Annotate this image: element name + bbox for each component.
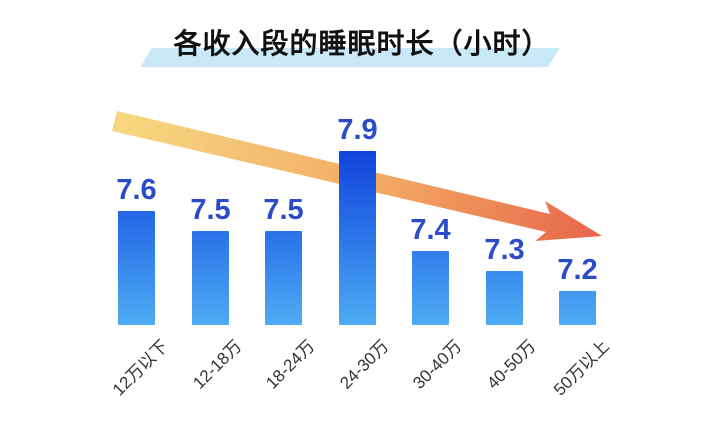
x-axis-label: 18-24万	[262, 336, 319, 393]
bar-value-label: 7.6	[116, 174, 157, 206]
bar	[486, 271, 523, 325]
x-axis-label: 30-40万	[409, 336, 466, 393]
bar	[192, 231, 229, 325]
x-axis-label: 40-50万	[483, 336, 540, 393]
bar	[339, 151, 376, 325]
bar-value-label: 7.5	[263, 194, 304, 226]
x-axis-label: 12-18万	[189, 336, 246, 393]
bar	[265, 231, 302, 325]
bar-value-label: 7.3	[484, 234, 525, 266]
bar	[118, 211, 155, 325]
bar-value-label: 7.4	[410, 214, 451, 246]
bar-value-label: 7.5	[190, 194, 231, 226]
bar	[559, 291, 596, 325]
x-axis-label: 50万以上	[549, 336, 613, 400]
x-axis-label: 12万以下	[108, 336, 172, 400]
bar	[412, 251, 449, 325]
bar-value-label: 7.2	[557, 254, 598, 286]
bar-value-label: 7.9	[337, 114, 378, 146]
chart-title: 各收入段的睡眠时长（小时）	[173, 28, 551, 59]
x-axis-label: 24-30万	[336, 336, 393, 393]
